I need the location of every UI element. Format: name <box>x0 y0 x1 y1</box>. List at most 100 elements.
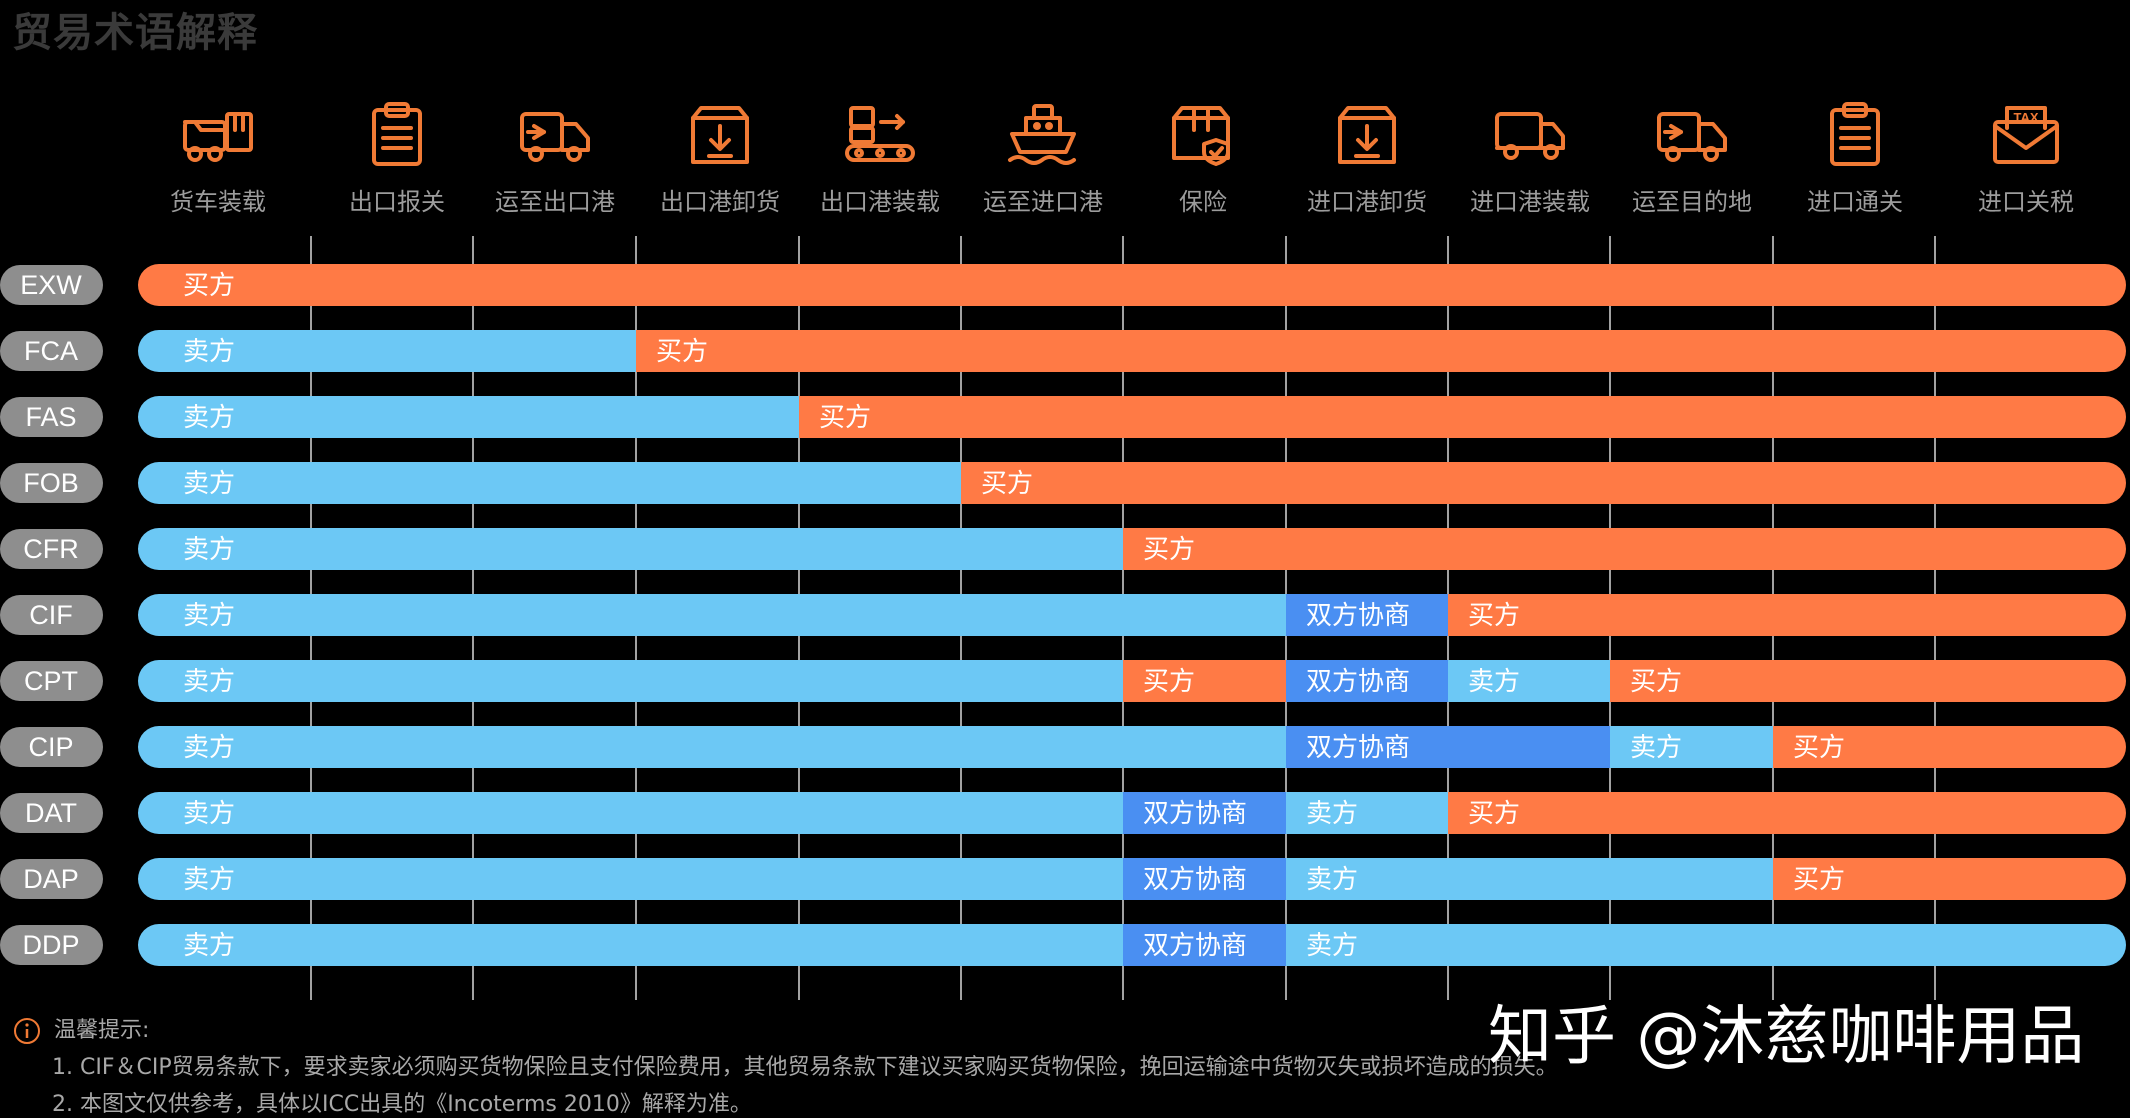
bar-row-fob <box>138 462 2126 504</box>
term-label: FOB <box>23 468 79 498</box>
segment-label: 卖方 <box>1306 865 1358 895</box>
segment-seller <box>138 924 1123 966</box>
term-label: FAS <box>25 402 76 432</box>
segment-negotiated <box>1123 924 1286 966</box>
segment-label: 卖方 <box>183 865 235 895</box>
ship-icon <box>1008 104 1076 165</box>
term-label: CIF <box>29 600 73 630</box>
segment-seller <box>138 462 961 504</box>
segment-seller <box>138 528 1123 570</box>
segment-negotiated <box>1123 792 1286 834</box>
bar-row-dap <box>138 858 2126 900</box>
segment-label: 卖方 <box>183 799 235 829</box>
segment-buyer <box>1123 660 1286 702</box>
stage-label: 运至进口港 <box>983 188 1103 216</box>
segment-seller <box>138 792 1123 834</box>
segment-label: 卖方 <box>183 403 235 433</box>
stage-column: 运至进口港 <box>968 100 1118 230</box>
term-label: EXW <box>20 270 82 300</box>
segment-label: 双方协商 <box>1306 601 1410 631</box>
segment-label: 买方 <box>1793 865 1845 895</box>
segment-negotiated <box>1286 660 1448 702</box>
term-pill-dap <box>0 859 103 899</box>
tax-envelope-icon: TAX <box>1993 106 2059 164</box>
segment-label: 卖方 <box>183 667 235 697</box>
segment-label: 买方 <box>1630 667 1682 697</box>
segment-seller <box>138 594 1286 636</box>
stage-column: 保险 <box>1128 100 1278 230</box>
stage-label: 进口港卸货 <box>1307 188 1427 216</box>
segment-label: 双方协商 <box>1306 667 1410 697</box>
stage-label: 出口港装载 <box>820 188 940 216</box>
term-pill-cpt <box>0 661 103 701</box>
segment-label: 双方协商 <box>1143 865 1247 895</box>
bar-row-cpt <box>138 660 2126 702</box>
term-pill-fca <box>0 331 103 371</box>
truck-loading-icon <box>183 112 253 162</box>
segment-seller <box>1286 792 1448 834</box>
segment-label: 买方 <box>819 403 871 433</box>
segment-buyer <box>1773 726 2126 768</box>
segment-label: 卖方 <box>183 601 235 631</box>
bar-row-exw <box>138 264 2126 306</box>
tips-section: 温馨提示: 1. CIF＆CIP贸易条款下，要求卖家必须购买货物保险且支付保险费… <box>12 1012 1558 1118</box>
segment-label: 卖方 <box>183 733 235 763</box>
segment-buyer <box>1123 528 2126 570</box>
segment-seller <box>138 330 636 372</box>
segment-buyer <box>1448 594 2126 636</box>
segment-label: 卖方 <box>183 535 235 565</box>
stage-column: 货车装载 <box>143 100 293 230</box>
segment-label: 买方 <box>183 271 235 301</box>
stage-column: 进口港装载 <box>1455 100 1605 230</box>
stage-column: 运至目的地 <box>1617 100 1767 230</box>
tip-line-1: 1. CIF＆CIP贸易条款下，要求卖家必须购买货物保险且支付保险费用，其他贸易… <box>52 1055 1558 1080</box>
segment-label: 买方 <box>1143 535 1195 565</box>
segment-buyer <box>961 462 2126 504</box>
segment-label: 买方 <box>1468 799 1520 829</box>
segment-label: 卖方 <box>183 931 235 961</box>
term-label: CIP <box>28 732 73 762</box>
stage-column: TAX 进口关税 <box>1951 100 2101 230</box>
term-label: CFR <box>23 534 79 564</box>
term-label: DAT <box>25 798 77 828</box>
segment-label: 卖方 <box>183 337 235 367</box>
segment-seller <box>138 396 799 438</box>
stage-label: 运至出口港 <box>495 188 615 216</box>
bar-row-cif <box>138 594 2126 636</box>
bar-row-ddp <box>138 924 2126 966</box>
clipboard-icon <box>372 102 422 166</box>
segment-label: 买方 <box>1143 667 1195 697</box>
segment-label: 买方 <box>1793 733 1845 763</box>
segment-seller <box>1286 924 2126 966</box>
segment-negotiated <box>1286 594 1448 636</box>
stage-label: 出口港卸货 <box>660 188 780 216</box>
bar-row-dat <box>138 792 2126 834</box>
term-label: CPT <box>24 666 78 696</box>
segment-label: 买方 <box>1468 601 1520 631</box>
term-label: DDP <box>22 930 79 960</box>
tips-heading: 温馨提示: <box>54 1018 150 1043</box>
stage-label: 运至目的地 <box>1632 188 1752 216</box>
info-icon <box>14 1017 40 1044</box>
segment-negotiated <box>1123 858 1286 900</box>
segment-negotiated <box>1286 726 1610 768</box>
segment-buyer <box>636 330 2126 372</box>
insured-box-icon <box>1172 106 1230 166</box>
segment-label: 卖方 <box>183 469 235 499</box>
segment-label: 卖方 <box>1468 667 1520 697</box>
stage-column: 出口港装载 <box>805 100 955 230</box>
term-pill-cip <box>0 727 103 767</box>
segment-label: 卖方 <box>1306 931 1358 961</box>
segment-seller <box>138 726 1286 768</box>
stage-label: 进口关税 <box>1978 188 2074 216</box>
svg-text:TAX: TAX <box>2013 110 2038 125</box>
segment-buyer <box>1448 792 2126 834</box>
bar-row-fas <box>138 396 2126 438</box>
delivery-truck-icon <box>1657 112 1727 162</box>
segment-buyer <box>138 264 2126 306</box>
stage-column: 出口港卸货 <box>645 100 795 230</box>
conveyor-icon <box>845 106 915 162</box>
stage-label: 进口港装载 <box>1470 188 1590 216</box>
segment-label: 卖方 <box>1630 733 1682 763</box>
